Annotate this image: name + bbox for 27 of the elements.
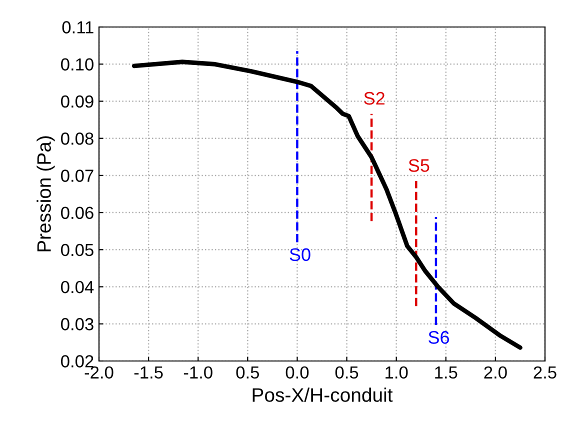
y-tick-label: 0.06 [61, 206, 94, 220]
y-tick-label: 0.04 [61, 280, 94, 294]
y-tick-label: 0.02 [61, 355, 94, 368]
series-label: S6 [428, 331, 450, 344]
y-tick-label: 0.08 [61, 132, 94, 145]
y-tick-label: 0.03 [61, 318, 94, 330]
y-tick-label: 0.07 [61, 170, 94, 182]
series-label: S5 [408, 159, 430, 172]
x-tick-label: 0.5 [335, 366, 358, 379]
y-axis-title: Pression (Pa) [36, 136, 55, 252]
x-tick-label: 1.0 [386, 366, 408, 379]
x-tick-label: 2.5 [534, 366, 556, 379]
series-label: S0 [290, 248, 310, 262]
x-tick-label: 2.0 [484, 366, 507, 379]
x-tick-label: -1.0 [184, 366, 212, 379]
line-series [132, 60, 522, 350]
y-tick-label: 0.09 [61, 95, 94, 108]
x-tick-label: -1.5 [134, 366, 163, 379]
y-tick-label: 0.10 [61, 58, 94, 71]
series-label: S2 [364, 92, 384, 105]
y-tick-label: 0.05 [61, 244, 94, 256]
x-tick-label: 0.0 [286, 366, 309, 379]
x-axis-title: Pos-X/H-conduit [252, 388, 393, 402]
x-tick-label: -2.0 [84, 366, 114, 379]
y-tick-label: 0.11 [62, 21, 94, 34]
x-tick-label: 1.5 [435, 366, 458, 379]
x-tick-label: 0.5 [236, 366, 260, 379]
